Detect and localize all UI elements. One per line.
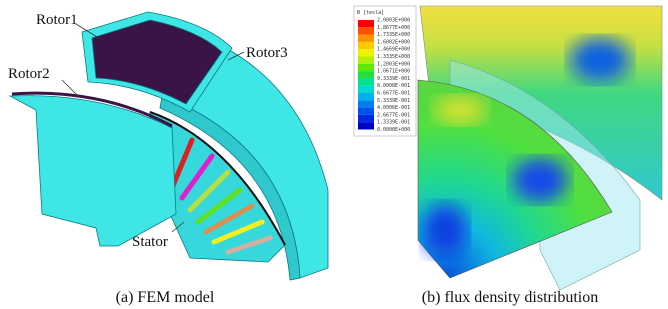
flux-spot xyxy=(570,38,630,82)
legend-label: 1.0671E+000 xyxy=(377,69,410,75)
legend-label: 1.2003E+000 xyxy=(377,61,410,67)
caption-b: (b) flux density distribution xyxy=(422,289,598,306)
legend-label: 8.0008E-001 xyxy=(377,83,410,89)
legend-swatch xyxy=(358,100,374,107)
legend-label: 4.0006E-001 xyxy=(377,105,410,111)
flux-plot xyxy=(418,6,662,290)
legend-swatch xyxy=(358,78,374,85)
legend-swatch xyxy=(358,115,374,122)
legend-label: 0.0000E+000 xyxy=(377,127,410,133)
legend-title: B [tesla] xyxy=(357,10,384,16)
caption-a: (a) FEM model xyxy=(116,289,215,306)
page: Rotor1 Rotor2 Rotor3 Stator (a) FEM mode… xyxy=(0,0,668,309)
legend-label: 1.6002E+000 xyxy=(377,39,410,45)
legend-swatch xyxy=(358,86,374,93)
legend-swatch xyxy=(358,35,374,42)
legend-label: 1.8677E+000 xyxy=(377,25,410,31)
legend-label: 6.6677E-001 xyxy=(377,91,410,97)
legend-swatch xyxy=(358,64,374,71)
flux-spot xyxy=(423,204,467,256)
rotor2 xyxy=(10,96,176,246)
legend-label: 1.4669E+000 xyxy=(377,47,410,53)
legend: B [tesla] 2.0003E+0001.8677E+0001.7335E+… xyxy=(354,6,416,136)
flux-spot xyxy=(434,96,486,124)
legend-swatch xyxy=(358,71,374,78)
legend-label: 9.3339E-001 xyxy=(377,76,410,82)
legend-label: 5.3339E-001 xyxy=(377,98,410,104)
label-rotor3: Rotor3 xyxy=(246,45,288,61)
legend-swatch xyxy=(358,93,374,100)
legend-label: 1.7335E+000 xyxy=(377,32,410,38)
label-stator: Stator xyxy=(132,234,168,250)
flux-spot xyxy=(512,158,568,202)
legend-label: 1.3335E+000 xyxy=(377,54,410,60)
legend-label: 1.3339E-001 xyxy=(377,120,410,126)
legend-swatch xyxy=(358,27,374,34)
figure: Rotor1 Rotor2 Rotor3 Stator (a) FEM mode… xyxy=(0,0,668,309)
legend-swatch xyxy=(358,122,374,129)
label-rotor2: Rotor2 xyxy=(8,66,50,82)
legend-label: 2.0003E+000 xyxy=(377,18,410,24)
legend-swatch xyxy=(358,42,374,49)
legend-label: 2.6677E-001 xyxy=(377,112,410,118)
legend-swatch xyxy=(358,20,374,27)
legend-swatch xyxy=(358,49,374,56)
label-rotor1: Rotor1 xyxy=(36,12,78,28)
legend-swatch xyxy=(358,108,374,115)
legend-swatch xyxy=(358,57,374,64)
